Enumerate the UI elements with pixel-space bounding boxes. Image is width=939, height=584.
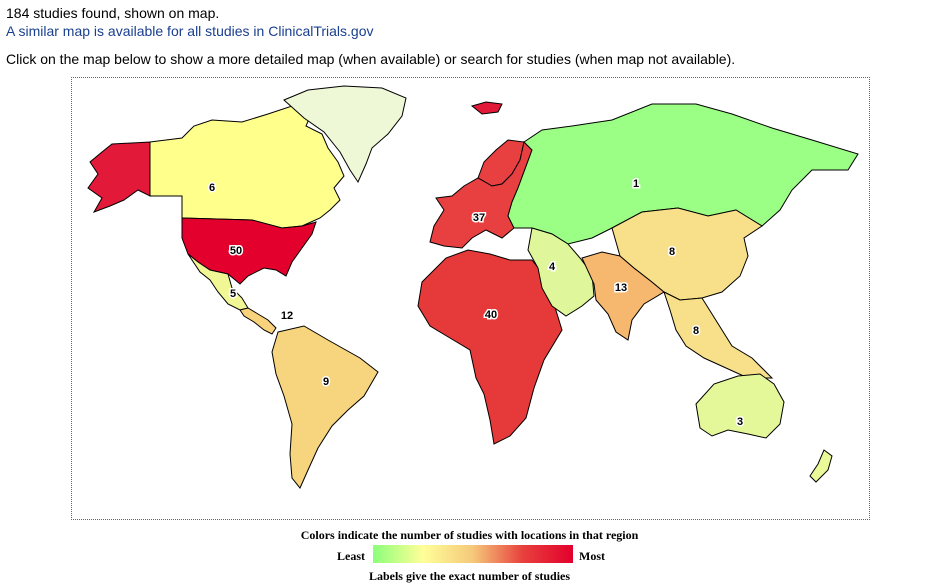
world-map[interactable]: 6 50 5 12 9 37 1 40 4 13 8 8 3	[71, 77, 870, 520]
count-label-usa: 50	[230, 245, 242, 257]
region-iceland[interactable]	[470, 101, 503, 115]
region-east-asia[interactable]	[611, 207, 763, 301]
count-label-europe: 37	[473, 212, 485, 224]
legend-title: Colors indicate the number of studies wi…	[300, 528, 639, 542]
similar-map-link[interactable]: A similar map is available for all studi…	[6, 23, 374, 39]
legend-color-scale	[373, 545, 573, 563]
legend-least-label: Least	[337, 549, 365, 563]
legend-note: Labels give the exact number of studies	[368, 569, 571, 583]
region-new-zealand[interactable]	[809, 449, 833, 483]
region-alaska[interactable]	[87, 141, 151, 213]
count-label-central-america: 12	[281, 310, 293, 322]
results-count-text: 184 studies found, shown on map.	[6, 5, 220, 21]
count-label-australia: 3	[737, 416, 743, 428]
region-africa[interactable]	[417, 249, 563, 445]
count-label-south-america: 9	[323, 376, 329, 388]
region-southeast-asia[interactable]	[663, 291, 774, 379]
count-label-east-asia: 8	[669, 246, 675, 258]
count-label-southeast-asia: 8	[693, 325, 699, 337]
legend-most-label: Most	[579, 549, 605, 563]
region-south-america[interactable]	[271, 325, 379, 489]
region-greenland[interactable]	[283, 85, 407, 184]
count-label-africa: 40	[485, 309, 497, 321]
world-map-svg[interactable]: 6 50 5 12 9 37 1 40 4 13 8 8 3	[72, 78, 871, 521]
map-instructions: Click on the map below to show a more de…	[6, 51, 736, 67]
count-label-canada: 6	[209, 182, 215, 194]
count-label-russia: 1	[633, 178, 639, 190]
region-australia[interactable]	[695, 373, 785, 439]
count-label-mexico: 5	[230, 288, 236, 300]
region-middle-east[interactable]	[527, 227, 595, 317]
region-central-america[interactable]	[239, 307, 277, 335]
count-label-south-asia: 13	[615, 282, 627, 294]
count-label-middle-east: 4	[549, 261, 556, 273]
